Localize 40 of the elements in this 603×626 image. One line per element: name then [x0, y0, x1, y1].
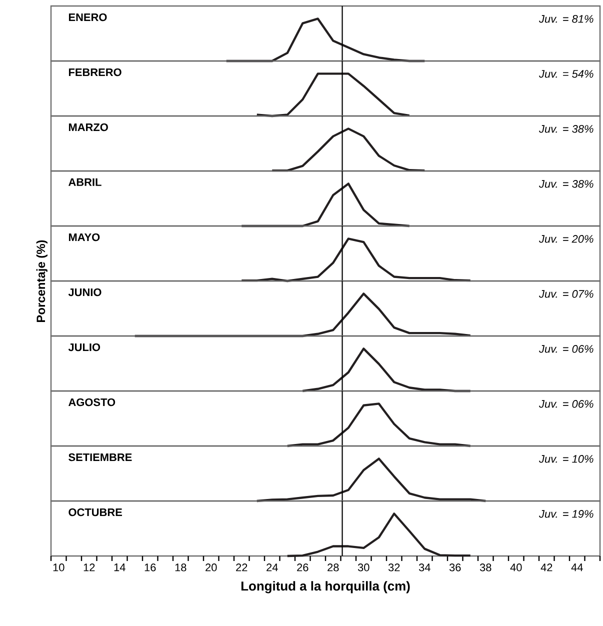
x-tick-label: 26: [297, 564, 308, 572]
annotation: Juv. = 20%: [538, 235, 594, 243]
chart-title: JULIO: [68, 343, 100, 352]
x-tick-label: 36: [449, 564, 461, 572]
x-axis-title: Longitud a la horquilla (cm): [241, 581, 410, 594]
x-tick-label: 20: [206, 564, 217, 572]
chart-title: MARZO: [68, 123, 108, 132]
chart-title: AGOSTO: [68, 398, 116, 406]
annotation: Juv. = 38%: [538, 125, 594, 133]
x-tick-label: 12: [84, 564, 95, 572]
annotation: Juv. = 81%: [538, 15, 594, 23]
chart-title: FEBRERO: [68, 68, 122, 76]
chart-title: MAYO: [68, 233, 100, 242]
annotation: Juv. = 54%: [538, 70, 594, 78]
x-tick-label: 44: [571, 564, 583, 572]
x-tick-label: 14: [114, 564, 126, 572]
x-tick-label: 34: [418, 564, 430, 572]
annotation: Juv. = 07%: [538, 290, 594, 298]
x-tick-label: 22: [236, 564, 248, 572]
x-tick-label: 40: [510, 564, 522, 572]
chart-title: SETIEMBRE: [68, 453, 132, 462]
chart-title: ABRIL: [68, 178, 102, 186]
x-tick-label: 30: [358, 564, 370, 572]
x-tick-label: 28: [328, 564, 339, 572]
x-tick-label: 24: [266, 564, 278, 572]
annotation: Juv. = 19%: [538, 510, 594, 518]
x-tick-label: 18: [175, 564, 186, 572]
annotation: Juv. = 38%: [538, 180, 594, 188]
x-tick-label: 10: [53, 564, 64, 572]
annotation: Juv. = 10%: [538, 455, 594, 463]
annotation: Juv. = 06%: [538, 345, 594, 353]
x-tick-label: 42: [540, 564, 552, 572]
chart-title: OCTUBRE: [68, 508, 122, 516]
x-tick-label: 38: [480, 564, 492, 572]
y-axis-title: Porcentaje (%): [36, 240, 48, 322]
chart-title: JUNIO: [68, 288, 102, 296]
chart-title: ENERO: [68, 13, 107, 22]
x-tick-label: 32: [388, 564, 400, 572]
x-tick-label: 16: [144, 564, 156, 572]
annotation: Juv. = 06%: [538, 400, 594, 408]
